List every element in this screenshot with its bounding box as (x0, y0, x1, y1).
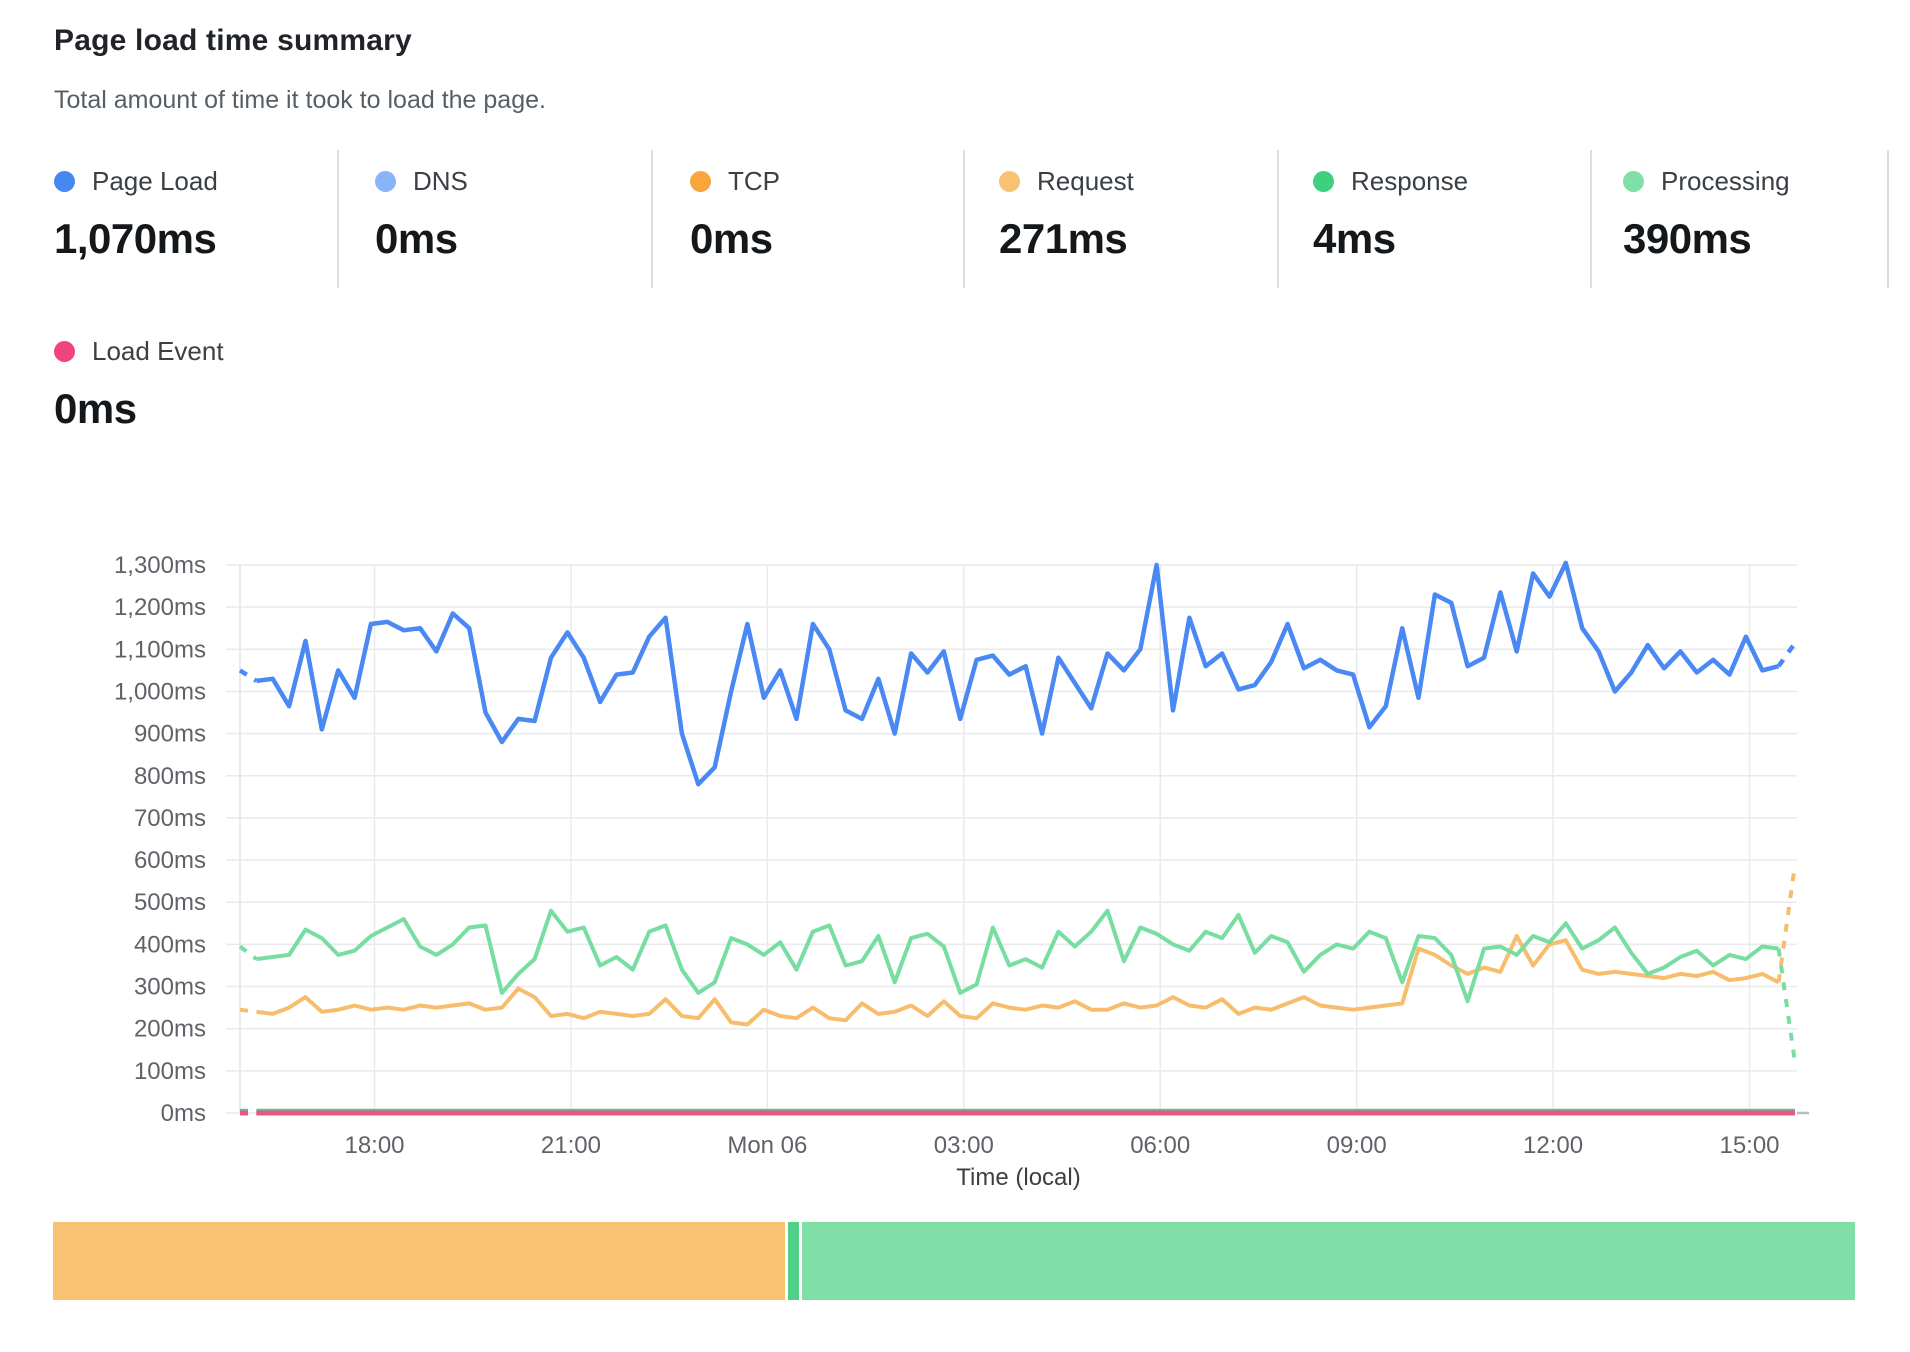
stat-label: TCP (728, 166, 780, 196)
series-processing (256, 908, 1779, 1004)
y-tick-label: 400ms (134, 931, 206, 958)
stat-dns[interactable]: DNS 0ms (375, 166, 468, 263)
phase-segment-request[interactable] (53, 1222, 785, 1300)
x-tick-label: 06:00 (1130, 1132, 1190, 1159)
stat-value: 0ms (690, 215, 773, 262)
series-processing (1776, 948, 1797, 1063)
stat-response[interactable]: Response 4ms (1313, 166, 1468, 263)
stat-page-load[interactable]: Page Load 1,070ms (54, 166, 218, 263)
x-tick-label: 09:00 (1327, 1132, 1387, 1159)
processing-dot-icon (1623, 171, 1644, 192)
stat-label: Response (1351, 166, 1469, 196)
page-subtitle: Total amount of time it took to load the… (54, 86, 546, 114)
series-page_load (256, 560, 1780, 787)
series-request (239, 1007, 257, 1014)
stat-processing[interactable]: Processing 390ms (1623, 166, 1790, 263)
series-page_load (1776, 641, 1797, 668)
x-tick-label: 12:00 (1523, 1132, 1583, 1159)
x-tick-label: 21:00 (541, 1132, 601, 1159)
x-tick-label: 15:00 (1719, 1132, 1779, 1159)
x-tick-label: 03:00 (934, 1132, 994, 1159)
stat-value: 1,070ms (54, 215, 217, 262)
y-tick-label: 1,300ms (114, 552, 206, 579)
page-title: Page load time summary (54, 24, 412, 57)
stat-divider (963, 150, 965, 288)
stat-label: DNS (413, 166, 468, 196)
stat-divider (337, 150, 339, 288)
y-tick-label: 500ms (134, 889, 206, 916)
phase-segment-processing[interactable] (801, 1222, 1855, 1300)
stat-value: 390ms (1623, 215, 1752, 262)
phase-segment-response[interactable] (787, 1222, 799, 1300)
y-tick-label: 800ms (134, 763, 206, 790)
dns-dot-icon (375, 171, 396, 192)
series-request (256, 934, 1780, 1027)
phase-breakdown-bar (53, 1222, 1855, 1300)
stat-divider (651, 150, 653, 288)
stat-value: 0ms (54, 385, 137, 432)
stat-label: Page Load (92, 166, 218, 196)
y-tick-label: 300ms (134, 974, 206, 1001)
series-processing (238, 944, 258, 961)
x-tick-label: 18:00 (344, 1132, 404, 1159)
y-tick-label: 1,200ms (114, 594, 206, 621)
request-dot-icon (999, 171, 1020, 192)
stat-divider (1887, 150, 1889, 288)
stat-value: 4ms (1313, 215, 1396, 262)
stat-label: Processing (1661, 166, 1790, 196)
x-axis-title: Time (local) (956, 1164, 1081, 1191)
load-event-dot-icon (54, 341, 75, 362)
y-tick-label: 0ms (161, 1100, 206, 1127)
stat-divider (1277, 150, 1279, 288)
x-tick-label: Mon 06 (727, 1132, 807, 1159)
stat-value: 0ms (375, 215, 458, 262)
y-tick-label: 1,000ms (114, 678, 206, 705)
stat-divider (1590, 150, 1592, 288)
y-tick-label: 100ms (134, 1058, 206, 1085)
series-request (1776, 864, 1797, 983)
tcp-dot-icon (690, 171, 711, 192)
stat-request[interactable]: Request 271ms (999, 166, 1134, 263)
stat-label: Request (1037, 166, 1134, 196)
y-tick-label: 1,100ms (114, 636, 206, 663)
y-tick-label: 900ms (134, 721, 206, 748)
series-page_load (238, 668, 258, 683)
stat-value: 271ms (999, 215, 1128, 262)
y-tick-label: 200ms (134, 1016, 206, 1043)
page-load-dot-icon (54, 171, 75, 192)
stat-tcp[interactable]: TCP 0ms (690, 166, 780, 263)
y-tick-label: 600ms (134, 847, 206, 874)
response-dot-icon (1313, 171, 1334, 192)
stat-label: Load Event (92, 336, 224, 366)
stat-load-event[interactable]: Load Event 0ms (54, 336, 224, 433)
y-tick-label: 700ms (134, 805, 206, 832)
